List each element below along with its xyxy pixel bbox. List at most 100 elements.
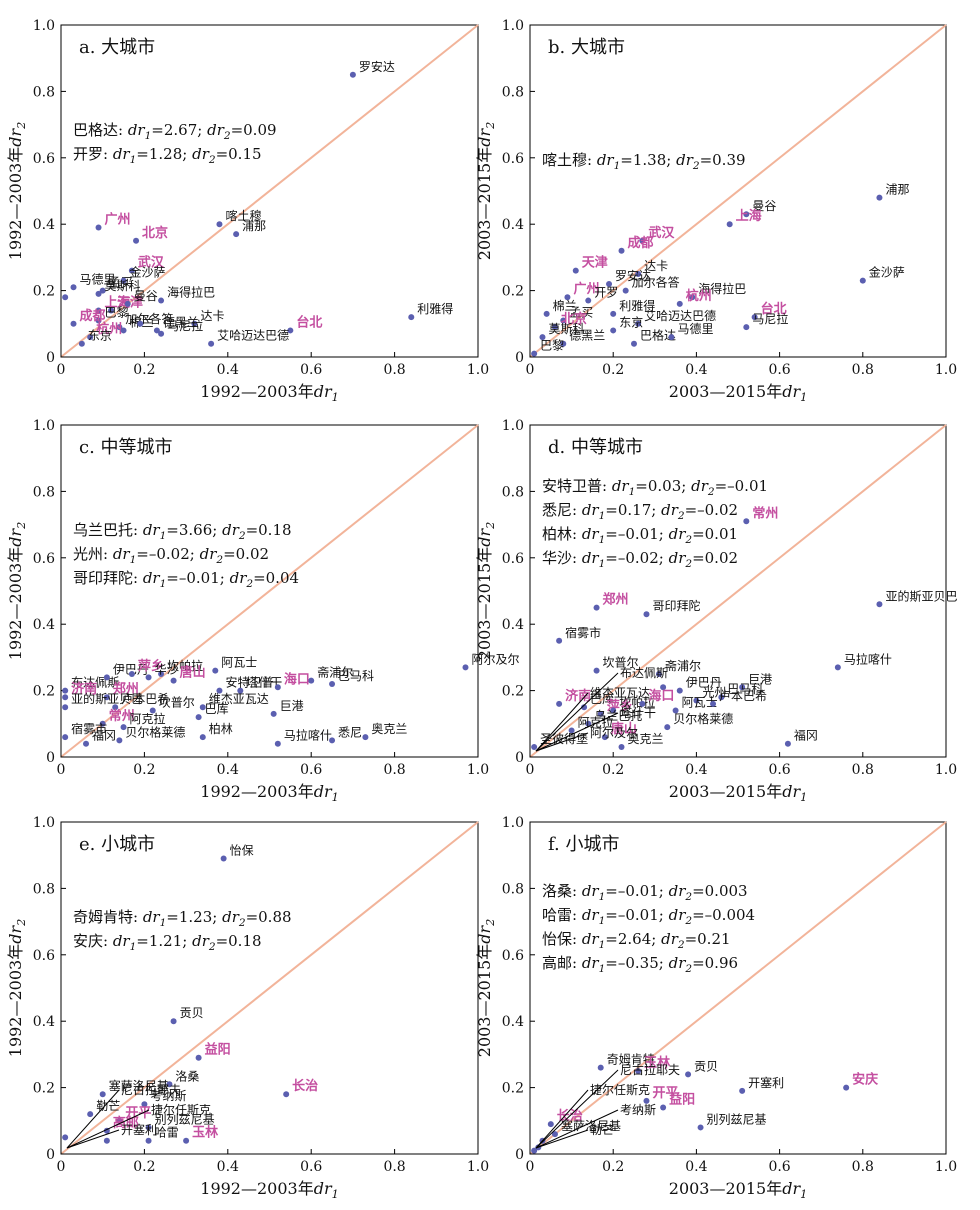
point-label: 阿尔及尔	[471, 651, 519, 666]
diagonal-line	[529, 821, 947, 1155]
data-point	[639, 237, 646, 244]
y-tick-label: 0.2	[33, 1081, 55, 1097]
data-point	[585, 720, 592, 727]
data-point	[639, 700, 646, 707]
data-point	[685, 1071, 692, 1078]
data-point	[108, 307, 115, 314]
point-label: 曼谷	[134, 289, 158, 303]
point-label: 喀土穆	[225, 208, 261, 223]
point-label: 杭州	[96, 321, 122, 337]
data-point	[120, 724, 127, 731]
data-point	[145, 1137, 152, 1144]
point-label: 安特卫普	[225, 675, 273, 690]
point-label: 济南	[565, 688, 591, 704]
point-label: 济南	[71, 681, 97, 697]
point-label: 郑州	[603, 592, 629, 608]
x-tick-label: 0.4	[685, 1159, 707, 1175]
point-label: 艾哈迈达巴德	[644, 308, 716, 323]
data-point	[149, 707, 156, 714]
point-label: 广州	[105, 212, 131, 228]
plot-frame	[529, 24, 947, 358]
data-point	[124, 300, 131, 307]
note-text: 哈雷: dr1​=–0.01; dr2​=–0.004	[542, 906, 755, 927]
data-point	[726, 221, 733, 228]
data-point	[212, 667, 219, 674]
y-tick-label: 1.0	[502, 18, 524, 34]
data-point	[618, 247, 625, 254]
note-text: 奇姆肯特: dr1​=1.23; dr2​=0.88	[73, 908, 292, 929]
note-text: 开罗: dr1​=1.28; dr2​=0.15	[73, 145, 262, 166]
data-point	[183, 1137, 190, 1144]
x-tick-label: 0.6	[768, 362, 790, 378]
point-label: 罗安达	[615, 268, 651, 283]
data-point	[547, 1121, 554, 1128]
data-point	[618, 744, 625, 751]
point-label: 武汉	[138, 255, 165, 271]
point-label: 马德里	[80, 271, 116, 286]
x-tick-label: 0.6	[768, 762, 790, 778]
y-tick-label: 0.4	[502, 1014, 524, 1030]
data-point	[145, 674, 152, 681]
diagonal-line	[60, 424, 479, 758]
point-label: 北京	[142, 225, 168, 241]
panel-5: 00 0.2 0.2 0.4 0.4 0.6 0.6 0.8 0.8 1.0 1.0 2003—201…	[475, 815, 957, 1201]
y-tick-label: 0.4	[33, 617, 55, 633]
data-point	[116, 324, 123, 331]
point-label: 海口	[648, 688, 674, 704]
data-point	[62, 294, 69, 301]
data-point	[208, 340, 215, 347]
point-label: 阿瓦士	[221, 656, 257, 670]
annotation-label: 布达佩斯	[620, 666, 668, 680]
point-label: 玉林	[644, 1055, 670, 1071]
note-text: 柏林: dr1​=–0.01; dr2​=0.01	[542, 525, 738, 546]
annotation-label: 捷尔任斯克	[590, 1082, 650, 1097]
point-label: 坎普尔	[159, 695, 195, 710]
x-tick-label: 0	[526, 762, 535, 778]
note-text: 安特卫普: dr1​=0.03; dr2​=–0.01	[542, 477, 768, 498]
annotation-label: 阿尔及尔	[590, 725, 638, 740]
data-point	[543, 310, 550, 317]
x-tick-label: 0	[526, 362, 535, 378]
point-label: 德黑兰	[163, 314, 199, 329]
data-point	[70, 320, 77, 327]
data-point	[551, 1131, 558, 1138]
diagonal-line	[529, 424, 947, 758]
point-label: 长治	[292, 1078, 318, 1094]
point-label: 武汉	[648, 225, 675, 241]
point-label: 孟买	[109, 276, 133, 290]
y-tick-label: 0.2	[33, 684, 55, 700]
y-tick-label: 0.8	[502, 881, 524, 897]
point-label: 开罗	[594, 286, 618, 300]
point-label: 奇姆肯特	[607, 1052, 655, 1067]
point-label: 棉兰	[553, 299, 577, 313]
x-tick-label: 0.8	[383, 762, 405, 778]
point-label: 阿克拉	[578, 714, 614, 729]
plot-frame	[529, 821, 947, 1155]
data-point	[664, 724, 671, 731]
y-tick-label: 0.4	[33, 1014, 55, 1030]
data-point	[859, 277, 866, 284]
data-point	[103, 674, 110, 681]
y-tick-label: 1.0	[502, 418, 524, 434]
point-label: 加尔各答	[632, 275, 680, 290]
data-point	[739, 684, 746, 691]
data-point	[120, 277, 127, 284]
data-point	[462, 664, 469, 671]
note-text: 悉尼: dr1​=0.17; dr2​=–0.02	[542, 501, 738, 522]
point-label: 洛桑	[175, 1068, 199, 1083]
panel-1: 00 0.2 0.2 0.4 0.4 0.6 0.6 0.8 0.8 1.0 1.0 2003—201…	[475, 18, 957, 404]
x-axis-label: 2003—2015年dr1​	[669, 782, 807, 804]
data-point	[643, 611, 650, 618]
annotation-arrow	[535, 1129, 589, 1149]
point-label: 巴格达	[640, 328, 676, 343]
data-point	[116, 737, 123, 744]
y-tick-label: 0.2	[502, 1081, 524, 1097]
x-tick-label: 0.4	[685, 362, 707, 378]
x-tick-label: 0.8	[383, 362, 405, 378]
data-point	[568, 727, 575, 734]
data-point	[233, 231, 240, 238]
point-label: 别列兹尼基	[707, 1112, 767, 1126]
point-label: 奥克兰	[628, 732, 664, 746]
data-point	[145, 1124, 152, 1131]
diagonal-line	[60, 821, 479, 1155]
